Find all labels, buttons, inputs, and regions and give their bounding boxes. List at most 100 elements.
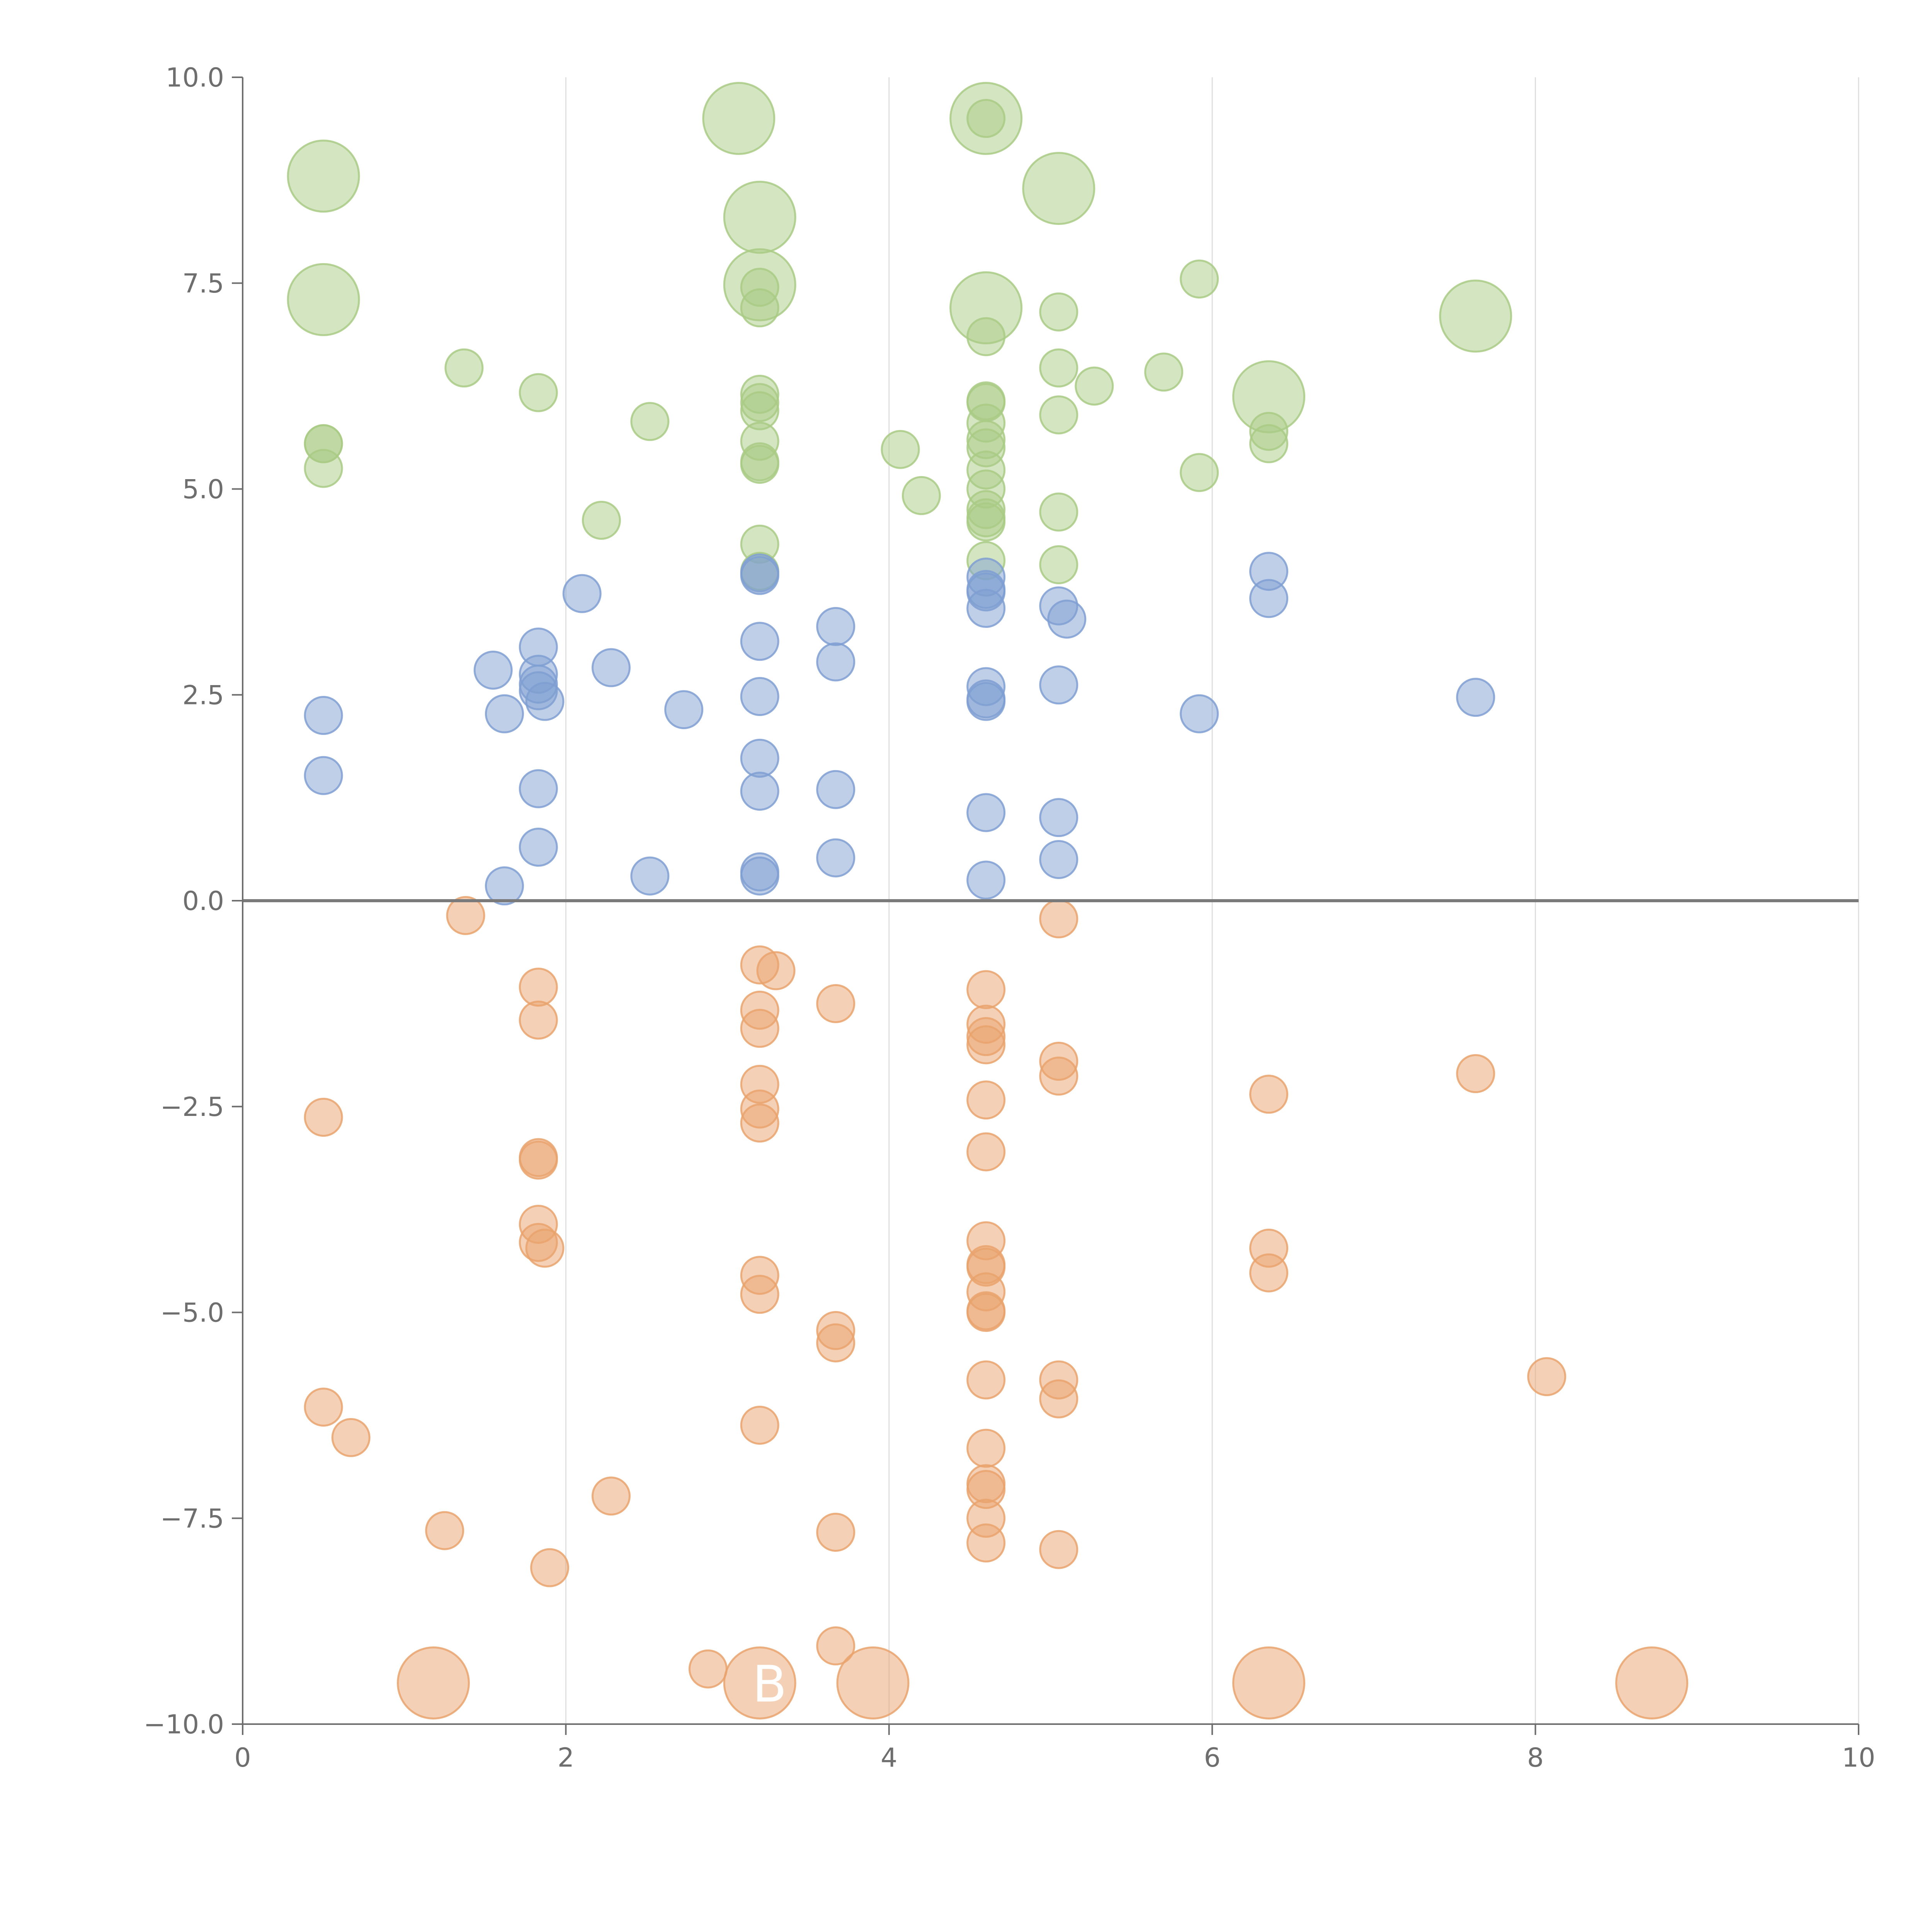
bubble-green-39 <box>1022 152 1095 225</box>
bubble-orange-4 <box>396 1646 470 1719</box>
bubble-blue-2 <box>473 650 513 690</box>
bubble-blue-1 <box>304 756 343 795</box>
bubble-blue-10 <box>519 769 558 808</box>
bubble-green-19 <box>740 445 779 484</box>
bubble-green-22 <box>881 430 920 469</box>
bubble-orange-22 <box>740 1103 779 1143</box>
y-tick-label-8: 10.0 <box>166 63 224 93</box>
bubble-blue-39 <box>1039 665 1078 705</box>
bubble-orange-37 <box>966 1080 1006 1120</box>
bubble-orange-14 <box>591 1476 631 1516</box>
bubble-orange-56 <box>1039 1530 1078 1569</box>
bubble-orange-50 <box>966 1523 1006 1563</box>
bubble-orange-53 <box>1039 1056 1078 1096</box>
y-tick-label-5: 2.5 <box>182 680 224 711</box>
y-tick-label-4: 0.0 <box>182 886 224 917</box>
bubble-green-1 <box>287 263 360 336</box>
x-tick-label-1: 2 <box>558 1743 574 1773</box>
bubble-green-23 <box>901 476 941 515</box>
bubble-orange-33 <box>966 970 1006 1009</box>
bubble-orange-44 <box>966 1293 1006 1332</box>
bubble-blue-19 <box>740 677 779 716</box>
bubble-blue-11 <box>519 827 558 867</box>
bubble-orange-60 <box>1232 1646 1306 1719</box>
bubble-blue-4 <box>485 866 524 906</box>
bubble-orange-2 <box>331 1418 371 1457</box>
bubble-blue-15 <box>664 690 704 730</box>
bubble-blue-25 <box>816 642 855 682</box>
bubble-blue-42 <box>1180 694 1219 733</box>
bubble-orange-32 <box>836 1646 910 1719</box>
bubble-orange-57 <box>1249 1075 1289 1114</box>
bubble-orange-27 <box>816 984 855 1023</box>
bubble-green-5 <box>444 348 484 388</box>
y-tick-label-0: −10.0 <box>144 1709 224 1740</box>
bubble-orange-45 <box>966 1360 1006 1400</box>
bubble-green-27 <box>966 317 1006 356</box>
bubble-orange-5 <box>446 896 485 935</box>
bubble-orange-3 <box>425 1511 464 1550</box>
bubble-green-13 <box>740 288 779 328</box>
bubble-blue-40 <box>1039 798 1078 837</box>
bubble-blue-9 <box>525 682 565 721</box>
bubble-blue-41 <box>1039 840 1078 879</box>
bubble-orange-31 <box>816 1626 855 1666</box>
bubble-green-4 <box>304 449 343 488</box>
bubble-green-52 <box>1439 279 1512 353</box>
bubble-blue-23 <box>740 856 779 896</box>
bubble-green-10 <box>723 180 796 254</box>
bubble-blue-26 <box>816 770 855 809</box>
bubble-orange-62 <box>1527 1357 1566 1396</box>
bubble-green-0 <box>287 139 360 213</box>
x-tick-label-0: 0 <box>234 1743 251 1773</box>
x-tick-label-3: 6 <box>1204 1743 1221 1773</box>
bubble-blue-27 <box>816 838 855 878</box>
bubble-green-44 <box>1039 545 1078 585</box>
bubble-orange-6 <box>519 968 558 1007</box>
bubble-green-8 <box>630 402 670 441</box>
bubble-orange-17 <box>756 951 796 990</box>
bubble-green-51 <box>1249 424 1289 463</box>
bubble-green-45 <box>1075 366 1114 406</box>
bubble-orange-12 <box>525 1228 565 1268</box>
y-tick-label-7: 7.5 <box>182 269 224 299</box>
bubble-green-42 <box>1039 395 1078 435</box>
annotation-label-0: B <box>752 1655 787 1713</box>
bubble-orange-63 <box>1615 1646 1689 1719</box>
bubble-blue-45 <box>1456 678 1495 717</box>
bubble-blue-35 <box>966 793 1006 832</box>
y-tick-label-2: −5.0 <box>160 1298 224 1328</box>
bubble-orange-46 <box>966 1429 1006 1468</box>
bubble-layer <box>287 82 1689 1719</box>
bubble-green-43 <box>1039 492 1078 532</box>
bubble-blue-24 <box>816 607 855 646</box>
bubble-blue-3 <box>485 694 524 733</box>
bubble-orange-61 <box>1456 1054 1495 1094</box>
y-tick-label-6: 5.0 <box>182 474 224 505</box>
bubble-green-6 <box>519 373 558 412</box>
bubble-green-7 <box>582 500 621 540</box>
bubble-orange-19 <box>740 1009 779 1048</box>
bubble-orange-1 <box>304 1388 343 1427</box>
bubble-orange-36 <box>966 1025 1006 1065</box>
bubble-orange-7 <box>519 1000 558 1040</box>
bubble-green-46 <box>1144 352 1184 392</box>
bubble-blue-21 <box>740 772 779 811</box>
bubble-orange-24 <box>740 1275 779 1314</box>
bubble-orange-25 <box>740 1405 779 1445</box>
y-tick-label-1: −7.5 <box>160 1503 224 1534</box>
bubble-orange-15 <box>688 1649 728 1689</box>
bubble-green-9 <box>702 82 776 155</box>
bubble-orange-9 <box>519 1140 558 1180</box>
bubble-green-25 <box>966 99 1006 138</box>
bubble-blue-18 <box>740 622 779 661</box>
bubble-orange-59 <box>1249 1253 1289 1293</box>
bubble-blue-13 <box>591 648 631 687</box>
x-tick-label-5: 10 <box>1842 1743 1876 1773</box>
bubble-orange-26 <box>723 1646 796 1719</box>
bubble-green-37 <box>966 502 1006 542</box>
bubble-blue-17 <box>740 556 779 595</box>
bubble-blue-14 <box>630 856 670 896</box>
bubble-green-47 <box>1180 259 1219 299</box>
bubble-blue-31 <box>966 588 1006 628</box>
